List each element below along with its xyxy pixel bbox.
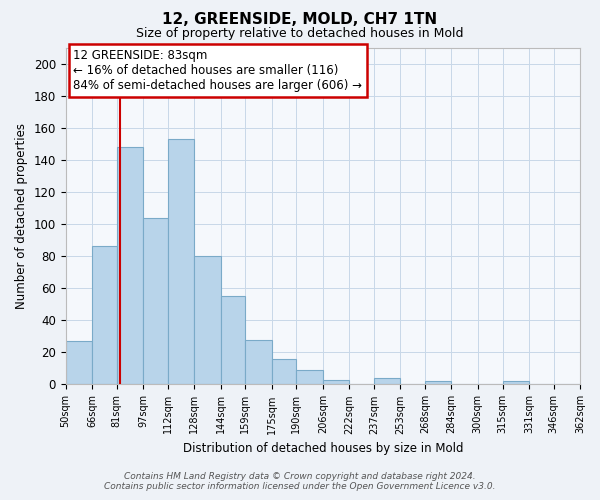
Text: Size of property relative to detached houses in Mold: Size of property relative to detached ho… xyxy=(136,28,464,40)
Text: 12 GREENSIDE: 83sqm
← 16% of detached houses are smaller (116)
84% of semi-detac: 12 GREENSIDE: 83sqm ← 16% of detached ho… xyxy=(73,49,362,92)
Bar xyxy=(323,380,349,384)
Bar xyxy=(374,378,400,384)
Bar xyxy=(117,147,143,384)
Bar xyxy=(272,359,296,384)
Bar xyxy=(503,381,529,384)
Bar xyxy=(194,256,221,384)
Bar xyxy=(245,340,272,384)
Bar xyxy=(221,296,245,384)
Bar xyxy=(65,341,92,384)
Text: Contains HM Land Registry data © Crown copyright and database right 2024.
Contai: Contains HM Land Registry data © Crown c… xyxy=(104,472,496,491)
Bar xyxy=(143,218,168,384)
X-axis label: Distribution of detached houses by size in Mold: Distribution of detached houses by size … xyxy=(182,442,463,455)
Bar xyxy=(425,381,451,384)
Y-axis label: Number of detached properties: Number of detached properties xyxy=(15,123,28,309)
Bar xyxy=(168,139,194,384)
Bar xyxy=(296,370,323,384)
Bar xyxy=(92,246,117,384)
Text: 12, GREENSIDE, MOLD, CH7 1TN: 12, GREENSIDE, MOLD, CH7 1TN xyxy=(163,12,437,28)
